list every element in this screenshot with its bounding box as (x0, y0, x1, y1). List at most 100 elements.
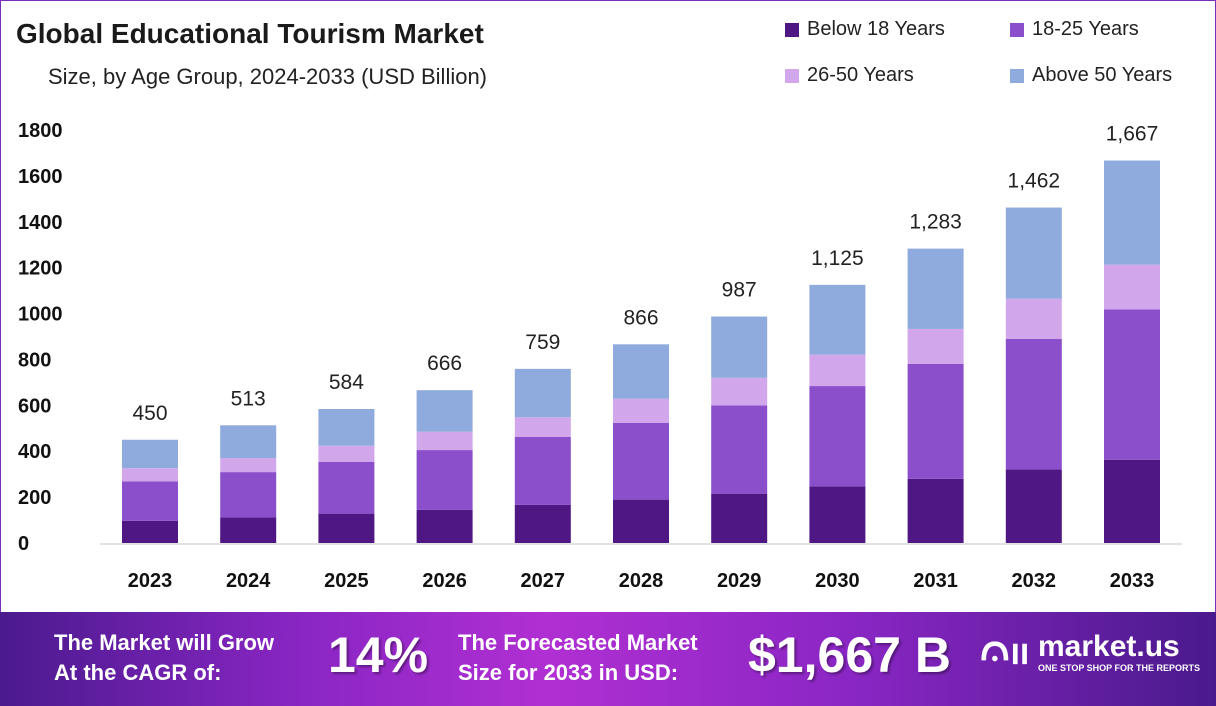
y-tick-label: 800 (18, 349, 51, 371)
y-tick-label: 1800 (18, 120, 63, 142)
x-tick-label: 2025 (324, 570, 369, 592)
legend-label: Above 50 Years (1032, 64, 1173, 86)
x-tick-label: 2027 (521, 570, 566, 592)
bar-segment-2025-0 (318, 513, 375, 543)
total-label: 759 (525, 331, 560, 354)
total-label: 1,125 (811, 247, 864, 270)
total-label: 450 (132, 402, 167, 425)
total-label: 1,462 (1008, 170, 1061, 193)
total-label: 1,667 (1106, 123, 1159, 146)
y-tick-label: 1400 (18, 212, 63, 234)
forecast-label-line1: The Forecasted Market (458, 630, 698, 655)
legend-item-26-50: 26-50 Years (785, 64, 914, 87)
bar-segment-2030-1 (809, 386, 866, 487)
bar-segment-2023-0 (122, 520, 178, 543)
chart-subtitle: Size, by Age Group, 2024-2033 (USD Billi… (48, 64, 488, 89)
market-us-logo: market.us ONE STOP SHOP FOR THE REPORTS (980, 632, 1200, 674)
bar-segment-2029-2 (711, 377, 768, 406)
y-tick-label: 1000 (18, 304, 63, 326)
summary-banner: The Market will Grow At the CAGR of: 14%… (0, 612, 1216, 706)
total-label: 987 (722, 279, 757, 302)
x-tick-label: 2033 (1110, 570, 1155, 592)
x-tick-label: 2026 (422, 570, 467, 592)
bar-segment-2028-3 (613, 344, 669, 399)
x-tick-label: 2031 (913, 570, 958, 592)
bar-segment-2023-2 (122, 468, 178, 482)
bar-segment-2029-1 (711, 405, 768, 494)
forecast-label-line2: Size for 2033 in USD: (458, 660, 679, 685)
bar-chart: 0 200 400 600 800 1000 1200 1400 1600 1800 450 2023… (18, 120, 1182, 592)
bar-segment-2031-0 (907, 478, 964, 543)
bar-segment-2028-2 (613, 398, 669, 423)
x-tick-label: 2029 (717, 570, 762, 592)
bar-segment-2031-2 (907, 328, 964, 364)
cagr-label-line2: At the CAGR of: (54, 660, 222, 685)
total-label: 666 (427, 352, 462, 375)
bar-segment-2025-3 (318, 409, 375, 446)
bar-segment-2029-3 (711, 316, 768, 378)
bar-segment-2031-3 (907, 248, 964, 329)
bar-segment-2030-0 (809, 486, 866, 543)
bar-segment-2030-3 (809, 284, 866, 355)
legend-item-below-18: Below 18 Years (785, 18, 945, 41)
bar-segment-2033-3 (1104, 160, 1160, 265)
bar-segment-2024-2 (220, 458, 277, 473)
bar-segment-2029-0 (711, 493, 768, 543)
x-tick-label: 2032 (1012, 570, 1057, 592)
bar-segment-2031-1 (907, 363, 964, 479)
bar-segment-2028-0 (613, 499, 669, 543)
y-tick-label: 200 (18, 487, 51, 509)
legend-item-above-50: Above 50 Years (1010, 64, 1172, 87)
x-tick-label: 2028 (619, 570, 664, 592)
bar-segment-2027-2 (514, 417, 571, 437)
bar-segment-2024-0 (220, 517, 277, 543)
x-tick-label: 2023 (128, 570, 173, 592)
bar-segment-2033-2 (1104, 264, 1160, 310)
legend-label: 26-50 Years (807, 64, 914, 86)
x-tick-label: 2030 (815, 570, 860, 592)
bar-segment-2024-3 (220, 425, 277, 459)
legend-swatch (1010, 22, 1024, 37)
bar-segment-2026-3 (416, 390, 473, 432)
bar-segment-2028-1 (613, 422, 669, 500)
y-tick-label: 1600 (18, 166, 63, 188)
cagr-value: 14% (328, 627, 429, 683)
bar-segment-2032-1 (1005, 338, 1062, 470)
bar-segment-2033-0 (1104, 459, 1160, 543)
legend-swatch (785, 22, 799, 37)
y-tick-label: 400 (18, 441, 51, 463)
legend-label: Below 18 Years (807, 18, 945, 40)
logo-tagline: ONE STOP SHOP FOR THE REPORTS (1038, 663, 1201, 673)
legend-swatch (1010, 68, 1024, 83)
bar-segment-2026-2 (416, 431, 473, 451)
bar-segment-2027-3 (514, 368, 571, 418)
bar-segment-2032-0 (1005, 469, 1062, 543)
bar-segment-2025-2 (318, 445, 375, 462)
bar-segment-2033-1 (1104, 309, 1160, 460)
chart-title: Global Educational Tourism Market (16, 18, 484, 49)
legend-swatch (785, 68, 799, 83)
bar-segment-2030-2 (809, 354, 866, 387)
total-label: 866 (623, 306, 658, 329)
logo-icon (981, 641, 1027, 665)
bar-segment-2026-0 (416, 509, 473, 543)
bar-segment-2026-1 (416, 450, 473, 510)
bar-segment-2024-1 (220, 472, 277, 518)
bar-segment-2025-1 (318, 461, 375, 514)
legend-item-18-25: 18-25 Years (1010, 18, 1139, 41)
legend-label: 18-25 Years (1032, 18, 1139, 40)
x-tick-label: 2024 (226, 570, 271, 592)
cagr-label: The Market will Grow At the CAGR of: (54, 628, 274, 688)
bar-segment-2027-1 (514, 436, 571, 505)
bar-segment-2023-3 (122, 439, 178, 469)
y-tick-label: 0 (18, 533, 29, 555)
forecast-value: $1,667 B (748, 627, 951, 683)
total-label: 1,283 (909, 211, 962, 234)
y-tick-label: 600 (18, 395, 51, 417)
logo-name: market.us (1038, 630, 1180, 663)
bar-segment-2023-1 (122, 481, 178, 521)
bar-segment-2027-0 (514, 504, 571, 543)
cagr-label-line1: The Market will Grow (54, 630, 275, 655)
bar-segment-2032-2 (1005, 298, 1062, 339)
bar-segment-2032-3 (1005, 207, 1062, 299)
